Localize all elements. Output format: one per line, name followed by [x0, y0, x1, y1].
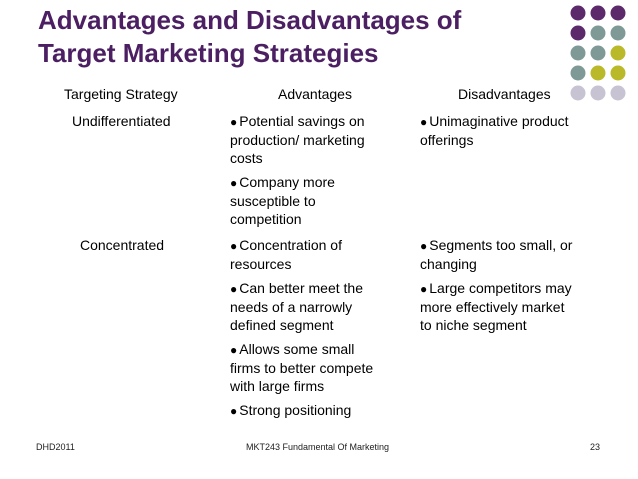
strategy-undifferentiated: Undifferentiated — [72, 113, 171, 129]
text-line: Company more — [239, 174, 335, 190]
decorative-dot — [570, 45, 586, 61]
decorative-dot — [610, 25, 626, 41]
list-item: Segments too small, or changing — [420, 236, 605, 273]
page-number: 23 — [590, 442, 601, 452]
decorative-dot — [570, 85, 586, 101]
text-line: with large firms — [230, 378, 325, 394]
advantages-undifferentiated: Potential savings on production/ marketin… — [230, 112, 405, 234]
advantages-concentrated: Concentration of resources Can better mee… — [230, 236, 410, 426]
decorative-dot — [610, 45, 626, 61]
disadvantages-concentrated: Segments too small, or changing Large com… — [420, 236, 605, 340]
header-disadvantages: Disadvantages — [458, 86, 551, 102]
list-item: Unimaginative product offerings — [420, 112, 600, 149]
text-line: Allows some small — [239, 341, 355, 357]
decorative-dot — [610, 85, 626, 101]
header-targeting-strategy: Targeting Strategy — [64, 86, 178, 102]
slide-title-line-1: Advantages and Disadvantages of — [38, 5, 462, 35]
text-line: Unimaginative product — [429, 113, 569, 129]
text-line: Strong positioning — [239, 402, 352, 418]
list-item: Concentration of resources — [230, 236, 410, 273]
text-line: Segments too small, or — [429, 237, 573, 253]
text-line: Potential savings on — [239, 113, 365, 129]
text-line: changing — [420, 256, 477, 272]
text-line: resources — [230, 256, 292, 272]
text-line: production/ marketing — [230, 132, 365, 148]
list-item: Potential savings on production/ marketin… — [230, 112, 405, 167]
text-line: needs of a narrowly — [230, 299, 353, 315]
decorative-dot — [590, 85, 606, 101]
decorative-dot — [570, 25, 586, 41]
decorative-dot — [590, 25, 606, 41]
text-line: Can better meet the — [239, 280, 363, 296]
footer-left: DHD2011 — [36, 442, 75, 452]
text-line: Concentration of — [239, 237, 342, 253]
text-line: competition — [230, 211, 302, 227]
decorative-dot — [590, 65, 606, 81]
decorative-dot — [610, 65, 626, 81]
text-line: costs — [230, 150, 263, 166]
decorative-dot — [570, 5, 586, 21]
text-line: more effectively market — [420, 299, 565, 315]
disadvantages-undifferentiated: Unimaginative product offerings — [420, 112, 600, 155]
decorative-dot-grid — [570, 5, 626, 101]
list-item: Allows some small firms to better compete… — [230, 340, 410, 395]
header-advantages: Advantages — [278, 86, 352, 102]
slide-title-line-2: Target Marketing Strategies — [38, 38, 379, 68]
text-line: defined segment — [230, 317, 334, 333]
list-item: Company more susceptible to competition — [230, 173, 405, 228]
decorative-dot — [610, 5, 626, 21]
list-item: Large competitors may more effectively ma… — [420, 279, 605, 334]
decorative-dot — [590, 5, 606, 21]
slide-title: Advantages and Disadvantages of Target M… — [38, 4, 558, 70]
text-line: susceptible to — [230, 193, 316, 209]
text-line: firms to better compete — [230, 360, 374, 376]
decorative-dot — [570, 65, 586, 81]
footer-center: MKT243 Fundamental Of Marketing — [246, 442, 390, 452]
decorative-dot — [590, 45, 606, 61]
text-line: offerings — [420, 132, 474, 148]
text-line: Large competitors may — [429, 280, 572, 296]
list-item: Strong positioning — [230, 401, 410, 420]
strategy-concentrated: Concentrated — [80, 237, 165, 253]
text-line: to niche segment — [420, 317, 527, 333]
list-item: Can better meet the needs of a narrowly de… — [230, 279, 410, 334]
